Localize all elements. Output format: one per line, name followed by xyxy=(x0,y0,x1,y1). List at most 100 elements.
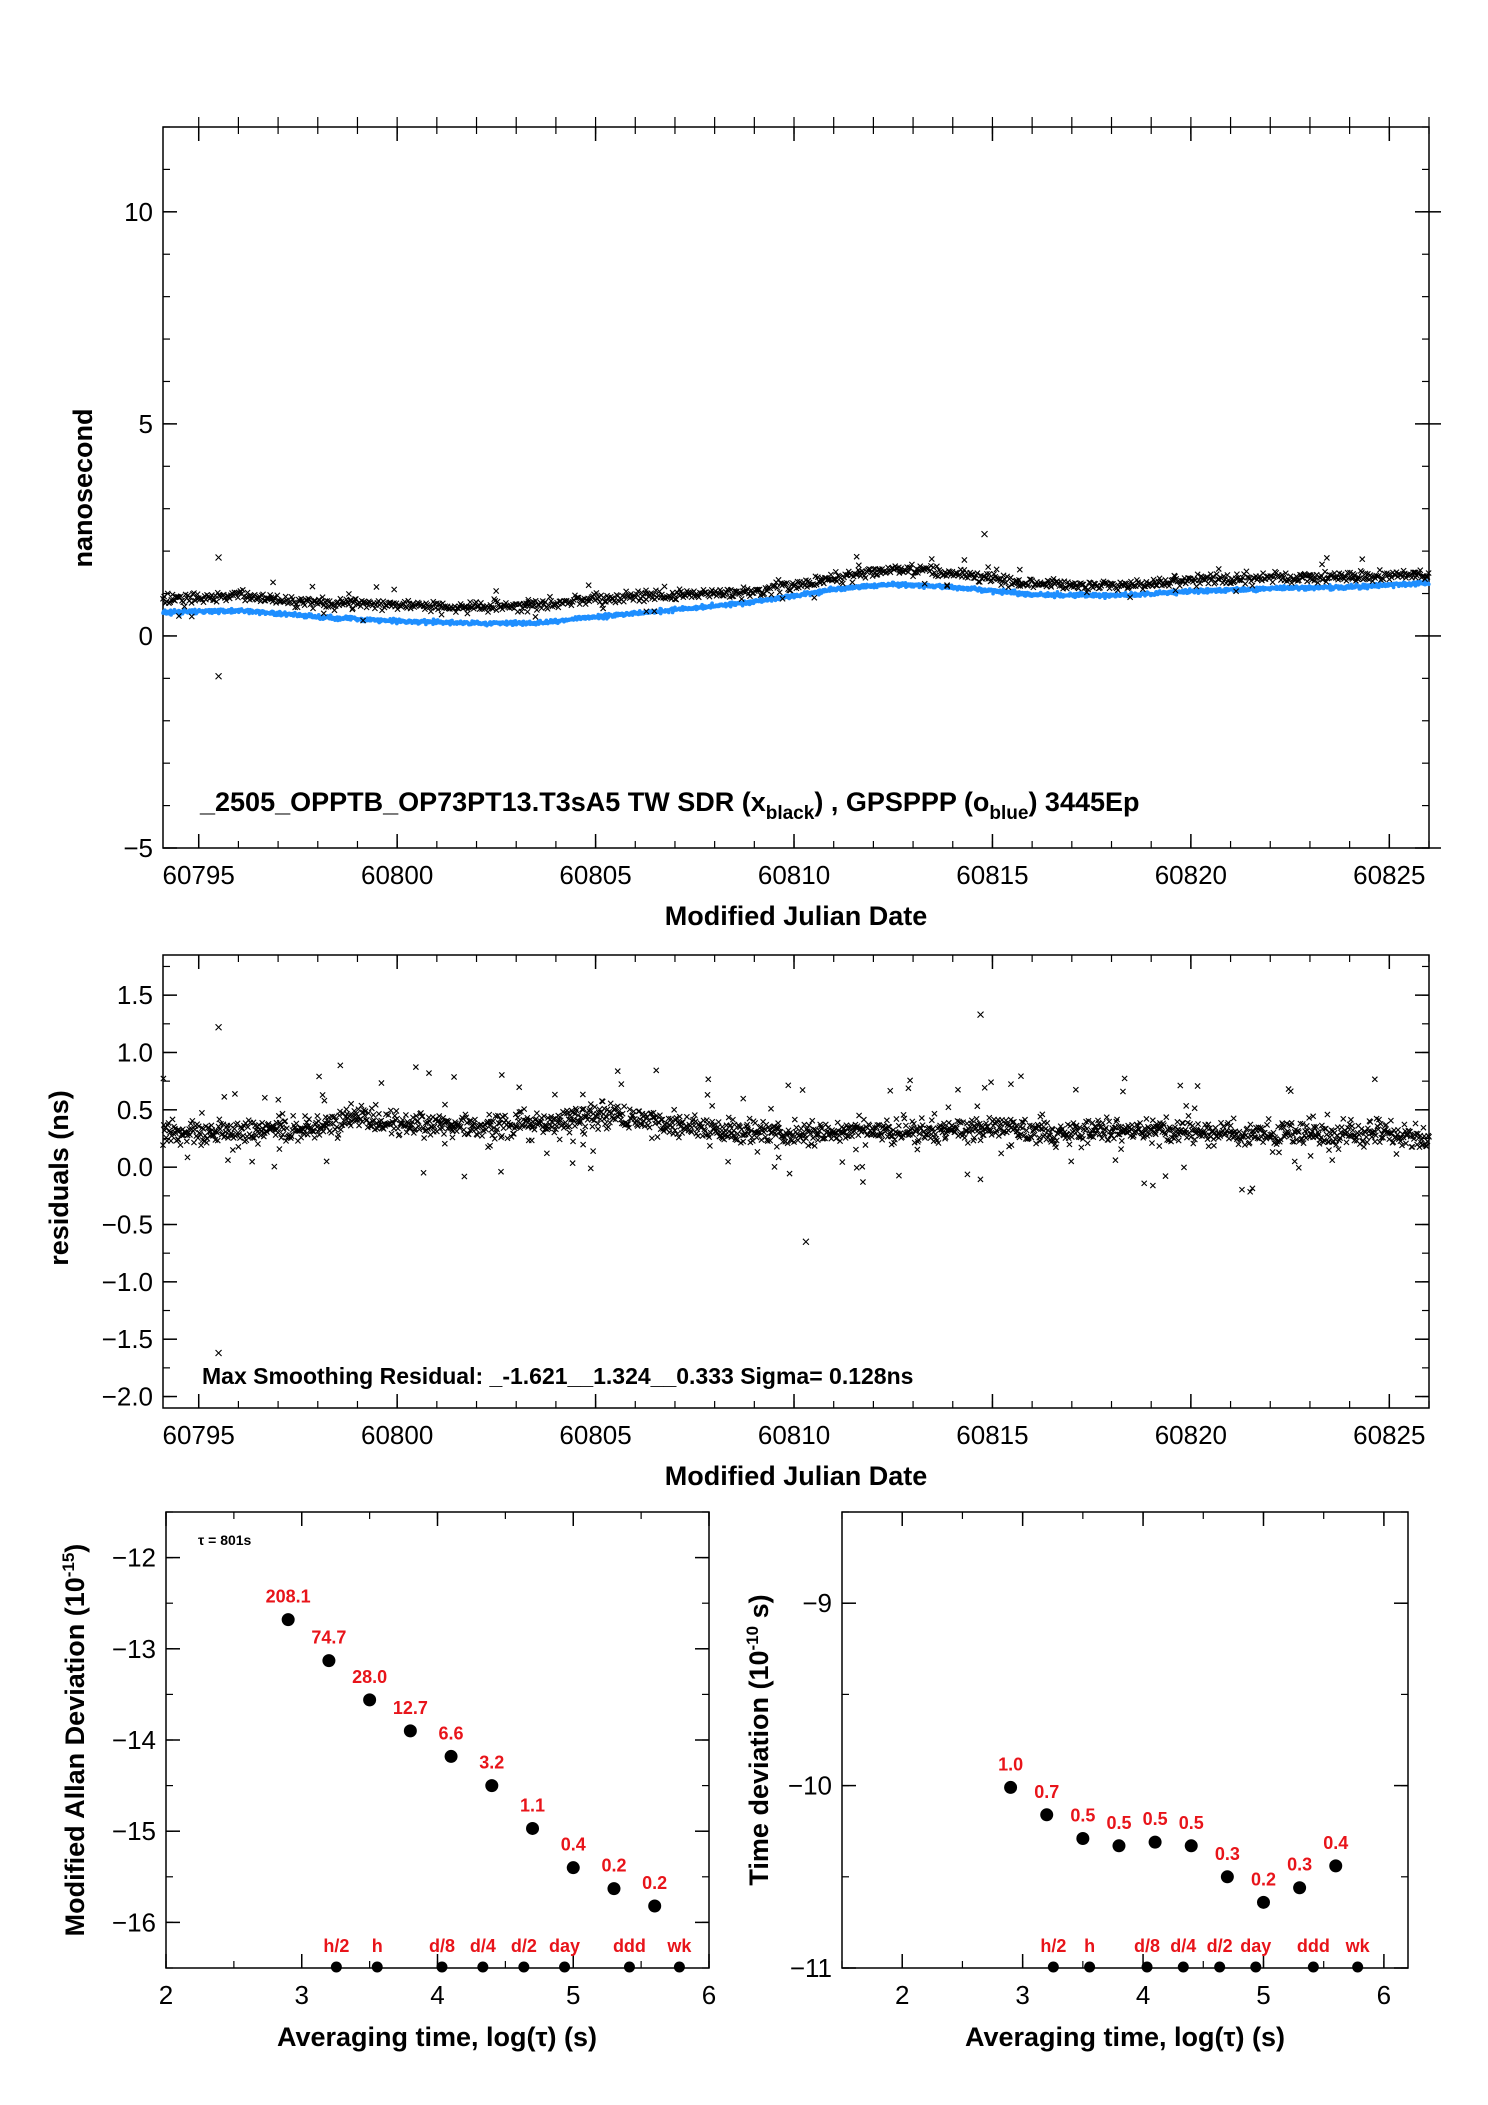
residual-point xyxy=(306,1116,313,1123)
residual-point xyxy=(290,1112,297,1119)
residuals-ticks xyxy=(163,955,1430,1408)
tw-sdr-point xyxy=(309,583,316,590)
tw-sdr-outlier xyxy=(215,672,222,680)
y-tick-label: −2.0 xyxy=(102,1382,153,1412)
time-series-points xyxy=(160,530,1432,680)
residual-point xyxy=(793,1124,800,1131)
title-mid: ) , GPSPPP (o xyxy=(814,787,989,817)
residual-point xyxy=(607,1100,614,1107)
residual-point xyxy=(791,1116,798,1123)
residual-point xyxy=(216,1116,223,1123)
residual-point xyxy=(621,1103,628,1110)
x-tick-label: 60825 xyxy=(1353,1420,1425,1450)
residual-point xyxy=(302,1113,309,1120)
x-tick-label: 60810 xyxy=(758,1420,830,1450)
tw-sdr-point xyxy=(546,593,553,600)
tw-sdr-point xyxy=(862,574,869,581)
title-sub-blue: blue xyxy=(989,803,1028,824)
tw-sdr-point xyxy=(1323,554,1330,561)
residual-point xyxy=(852,1146,859,1153)
residual-point xyxy=(814,1137,821,1144)
residual-point xyxy=(800,1138,807,1145)
x-tick-label: 60815 xyxy=(956,860,1028,890)
residual-point xyxy=(533,1110,540,1117)
residual-point xyxy=(753,1134,760,1141)
tw-sdr-point xyxy=(391,586,398,593)
time-series-xlabel: Modified Julian Date xyxy=(665,901,928,931)
residual-point xyxy=(231,1125,238,1132)
gpsppp-point xyxy=(1427,582,1431,587)
y-tick-label: −1.5 xyxy=(102,1324,153,1354)
residual-point xyxy=(402,1111,409,1118)
x-tick-label: 60820 xyxy=(1155,860,1227,890)
y-tick-label: 1.5 xyxy=(117,980,153,1010)
tw-sdr-point xyxy=(532,613,539,620)
residuals-panel: 60795 60800 60805 60810 60815 60820 60825−2.0−… xyxy=(44,954,1432,1491)
time-series-panel: 60795 60800 60805 60810 60815 60820 60825−5051… xyxy=(68,117,1441,931)
residual-point xyxy=(486,1111,493,1118)
residual-point xyxy=(521,1106,528,1113)
x-tick-label: 60795 xyxy=(163,860,235,890)
tw-sdr-point xyxy=(1243,568,1250,575)
residual-point xyxy=(589,1123,596,1130)
time-series-ticks xyxy=(163,117,1441,849)
residual-point xyxy=(856,1112,863,1119)
time-series-title: _2505_OPPTB_OP73PT13.T3sA5 TW SDR (xblac… xyxy=(199,787,1140,824)
residual-point xyxy=(758,1136,765,1143)
residual-point xyxy=(809,1117,816,1124)
residual-point xyxy=(752,1120,759,1127)
tw-sdr-point xyxy=(775,576,782,583)
residual-point xyxy=(421,1135,428,1142)
tw-sdr-point xyxy=(998,581,1005,588)
residual-point xyxy=(730,1127,737,1134)
tw-sdr-point xyxy=(491,596,498,603)
tw-sdr-point xyxy=(363,604,370,611)
gpsppp-point xyxy=(903,581,908,585)
residual-point xyxy=(177,1142,184,1148)
tw-sdr-point xyxy=(1269,579,1276,586)
residual-point xyxy=(671,1106,678,1113)
residual-point xyxy=(370,1111,377,1118)
residual-point xyxy=(614,1103,621,1110)
tw-sdr-point xyxy=(1322,568,1329,575)
tw-sdr-point xyxy=(928,556,935,563)
residual-point xyxy=(375,1110,382,1117)
x-tick-label: 60800 xyxy=(361,860,433,890)
tw-sdr-point xyxy=(1359,556,1366,563)
residual-point xyxy=(582,1123,589,1130)
tw-sdr-point xyxy=(1215,565,1222,572)
residual-point xyxy=(738,1126,745,1133)
x-tick-label: 60820 xyxy=(1155,1420,1227,1450)
residual-point xyxy=(669,1124,676,1130)
residual-point xyxy=(229,1146,236,1153)
x-tick-label: 60815 xyxy=(956,1420,1028,1450)
tw-sdr-point xyxy=(585,582,592,589)
tw-sdr-point xyxy=(620,598,627,605)
residual-point xyxy=(860,1116,867,1123)
gpsppp-point xyxy=(991,591,995,596)
y-tick-label: 0.5 xyxy=(117,1095,153,1125)
tw-sdr-point xyxy=(464,610,471,617)
time-series-ylabel: nanosecond xyxy=(68,408,98,567)
residual-point xyxy=(510,1130,517,1137)
residual-point xyxy=(479,1132,486,1139)
y-tick-label: −1.0 xyxy=(102,1267,153,1297)
tw-sdr-point xyxy=(394,606,401,613)
y-tick-label: 0.0 xyxy=(117,1152,153,1182)
tw-sdr-point xyxy=(493,588,500,594)
title-end: ) 3445Ep xyxy=(1028,787,1139,817)
residual-point xyxy=(683,1113,690,1120)
tw-sdr-point xyxy=(849,579,856,586)
residual-point xyxy=(440,1130,447,1137)
tw-sdr-point xyxy=(438,611,445,618)
residual-point xyxy=(169,1116,176,1123)
tw-sdr-point xyxy=(985,564,992,571)
x-tick-label: 60800 xyxy=(361,1420,433,1450)
time-series-frame xyxy=(162,126,1430,849)
residual-point xyxy=(691,1112,698,1119)
tw-sdr-point xyxy=(188,613,195,620)
y-tick-label: 10 xyxy=(124,197,153,227)
residual-point xyxy=(648,1135,655,1142)
tw-sdr-point xyxy=(1016,566,1023,573)
residual-point xyxy=(394,1115,401,1122)
